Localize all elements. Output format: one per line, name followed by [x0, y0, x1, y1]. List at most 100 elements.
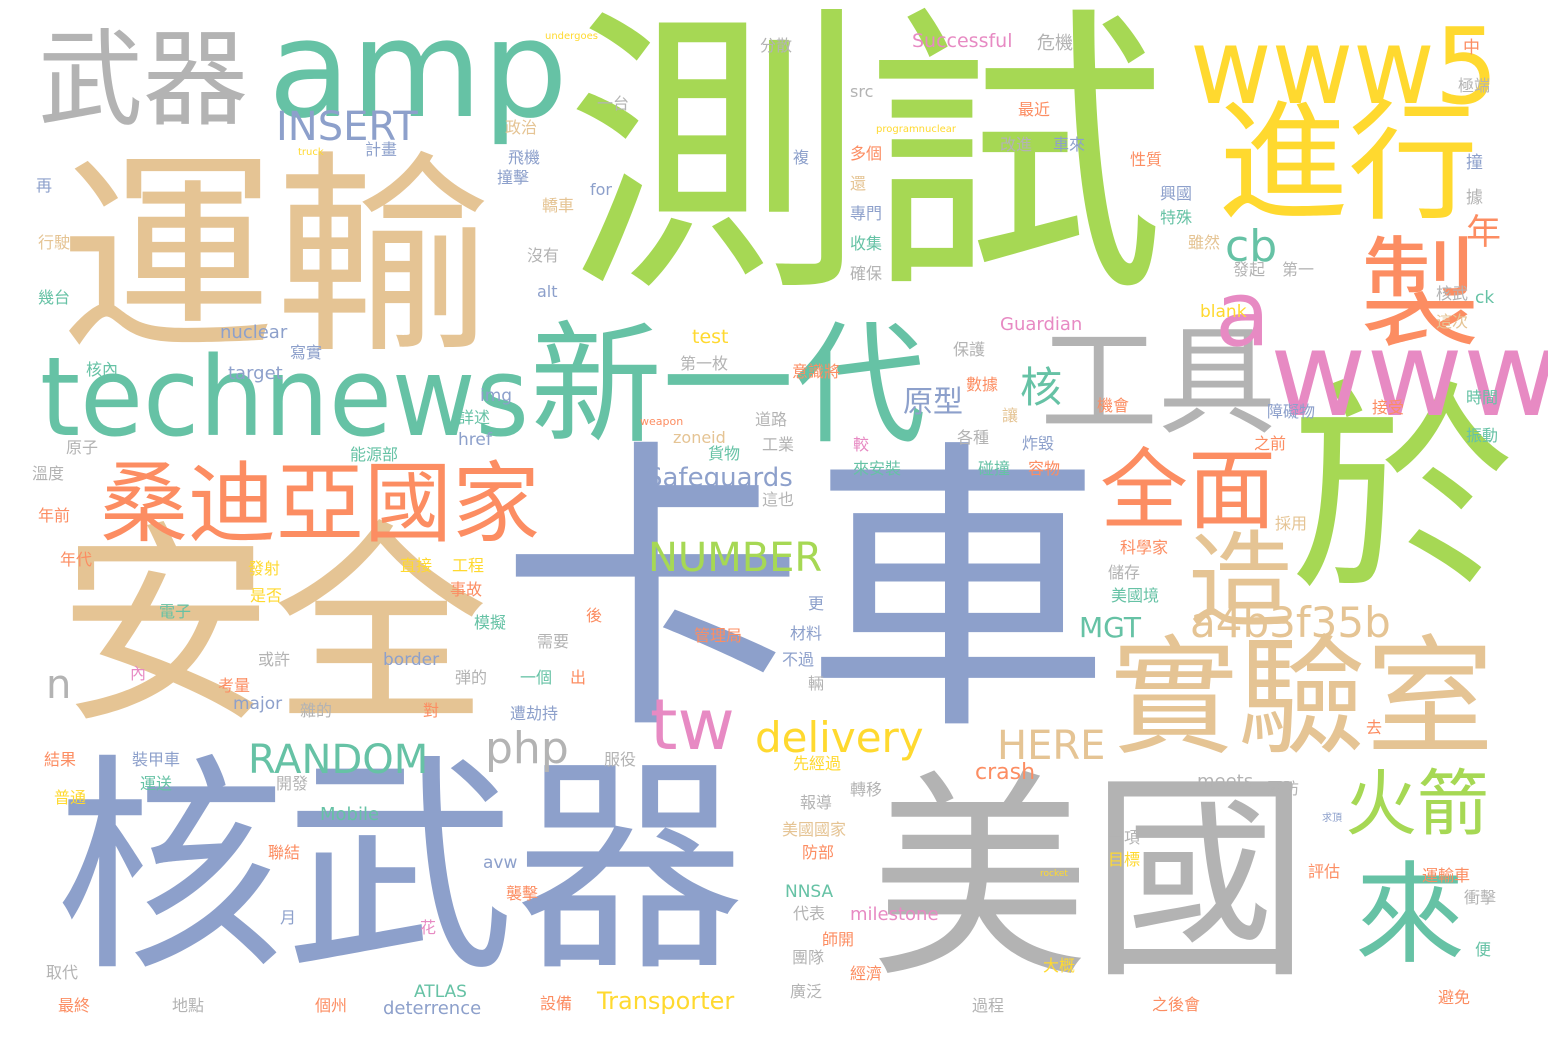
- word: 多個: [850, 144, 883, 163]
- word: 撞: [1466, 153, 1483, 173]
- word: 振動: [1466, 426, 1499, 445]
- word: alt: [537, 282, 558, 301]
- word: major: [233, 694, 283, 714]
- word: 一個: [520, 668, 553, 687]
- word: target: [228, 363, 283, 384]
- word: 發起: [1233, 260, 1266, 279]
- word: 管理局: [694, 626, 743, 645]
- word: 服役: [604, 750, 637, 769]
- word: avw: [483, 853, 518, 873]
- word: 直接: [400, 556, 433, 575]
- word: Successful: [912, 30, 1013, 52]
- word: meets: [1197, 771, 1254, 792]
- word: 師開: [822, 930, 855, 949]
- word: Mobile: [320, 804, 380, 825]
- word: milestone: [850, 904, 939, 925]
- word: 年代: [60, 550, 93, 569]
- word: 弾的: [455, 668, 488, 687]
- word: HERE: [997, 723, 1106, 769]
- word: 保護: [953, 340, 986, 359]
- word: tw: [650, 684, 735, 766]
- word: 飛機: [508, 148, 541, 167]
- word: 開發: [276, 774, 309, 793]
- word: 雖然: [1188, 233, 1221, 252]
- word: 車來: [1053, 135, 1086, 154]
- word: 取代: [46, 963, 79, 982]
- word: 科學家: [1120, 538, 1169, 557]
- word: 炸毀: [1022, 434, 1055, 453]
- word: deterrence: [383, 998, 482, 1019]
- word: 改進: [1000, 135, 1033, 154]
- word: 國防: [1267, 779, 1300, 798]
- word: n: [46, 662, 72, 708]
- word: 後: [586, 606, 603, 625]
- word: 最近: [1018, 100, 1051, 119]
- word: a4b3f35b: [1190, 598, 1391, 647]
- word: 收集: [850, 234, 883, 253]
- word: Guardian: [1000, 314, 1083, 335]
- word: 溫度: [32, 464, 65, 483]
- word: 團隊: [792, 948, 825, 967]
- word: 材料: [790, 624, 823, 643]
- word: 或許: [258, 650, 291, 669]
- word: 意識將: [792, 362, 841, 381]
- word: 結果: [44, 750, 77, 769]
- word: 來安裝: [853, 459, 902, 478]
- word: img: [480, 386, 513, 406]
- word: 雜的: [300, 701, 333, 720]
- word: 目標: [1108, 850, 1141, 869]
- word: 測試: [565, 0, 1165, 332]
- word: 中: [1463, 38, 1480, 58]
- word: 美國: [870, 752, 1311, 1008]
- word: 輛: [808, 674, 825, 693]
- word: 各種: [957, 428, 990, 447]
- word: 模擬: [474, 613, 507, 632]
- word: 運送: [140, 774, 173, 793]
- word: 武器: [38, 19, 249, 141]
- word: 行駛: [38, 233, 71, 252]
- word: 特殊: [1160, 208, 1193, 227]
- word: delivery: [755, 713, 924, 762]
- word: 來: [1355, 851, 1465, 979]
- word: 電子: [159, 602, 192, 621]
- word: 撞擊: [497, 168, 530, 187]
- word: undergoes: [545, 31, 598, 42]
- word: 道路: [755, 410, 788, 429]
- word: 衝擊: [1464, 888, 1497, 907]
- word: 轉移: [850, 780, 883, 799]
- word: 評估: [1308, 862, 1341, 881]
- word: 出: [570, 668, 587, 687]
- word: 求頂: [1322, 813, 1342, 824]
- word: 極端: [1458, 76, 1491, 95]
- word: 個州: [315, 996, 348, 1015]
- word: 考量: [218, 676, 251, 695]
- word: 這也: [762, 490, 795, 509]
- word: 幾台: [38, 288, 71, 307]
- word: for: [590, 180, 612, 199]
- word: 一項: [1108, 828, 1141, 847]
- word: 機會: [1097, 396, 1130, 415]
- word: 全面: [1100, 439, 1277, 542]
- word: 工程: [452, 556, 485, 575]
- word: 專門: [850, 204, 883, 223]
- word: 桑迪亞國家: [100, 452, 541, 555]
- word: 事故: [450, 580, 483, 599]
- word: 核內: [86, 360, 119, 379]
- word: a: [1215, 262, 1271, 367]
- word: nuclear: [220, 322, 288, 343]
- word: 寫實: [290, 343, 323, 362]
- word: 報導: [800, 793, 833, 812]
- word: 裝甲車: [132, 750, 181, 769]
- word: 年前: [38, 506, 71, 525]
- word: 讓: [1002, 406, 1019, 425]
- word: 先經過: [793, 754, 842, 773]
- word: 襲擊: [506, 884, 539, 903]
- word: ATLAS: [414, 982, 467, 1002]
- word: 普通: [54, 788, 87, 807]
- word: 分散: [760, 36, 793, 55]
- word: 核武: [1436, 284, 1469, 303]
- word: 沒有: [527, 246, 560, 265]
- word: 進行: [1218, 87, 1479, 239]
- word: 年: [1466, 213, 1502, 253]
- word: test: [692, 326, 729, 348]
